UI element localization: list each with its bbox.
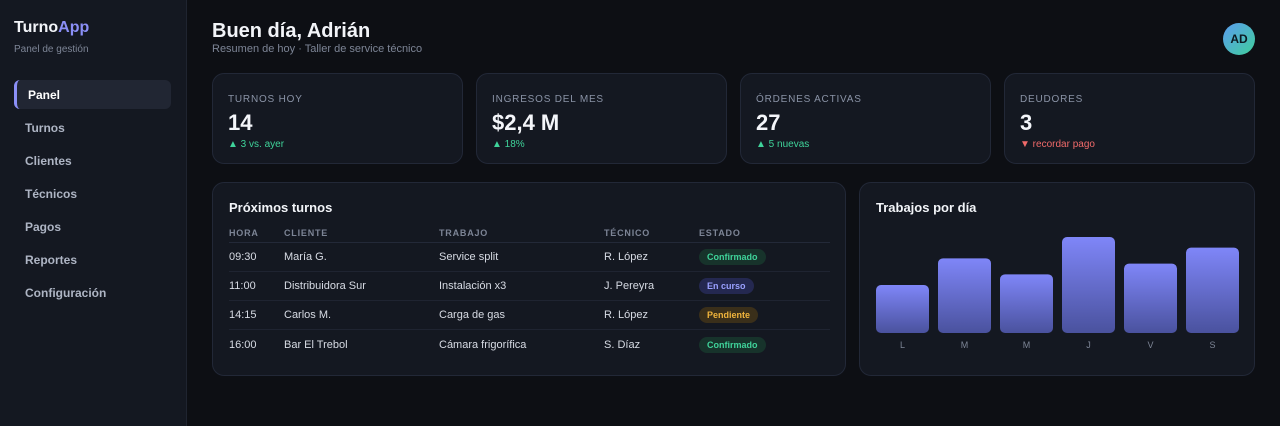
sidebar-item-tecnicos[interactable]: Técnicos xyxy=(14,179,171,208)
chart-bar[interactable] xyxy=(938,258,991,333)
cell-cliente: Carlos M. xyxy=(284,309,332,321)
column-header-cliente: CLIENTE xyxy=(284,227,329,238)
kpi-value: 27 xyxy=(756,110,781,135)
cell-tecnico: R. López xyxy=(604,251,649,263)
table-row[interactable]: 16:00 Bar El Trebol Cámara frigorífica S… xyxy=(229,330,830,359)
cell-hora: 16:00 xyxy=(229,338,257,351)
page-subtitle: Resumen de hoy · Taller de service técni… xyxy=(212,43,423,55)
appointments-table: HORA CLIENTE TRABAJO TÉCNICO ESTADO 09:3… xyxy=(229,223,830,359)
sidebar-item-label: Configuración xyxy=(25,285,107,300)
cell-tecnico: J. Pereyra xyxy=(604,280,655,292)
column-header-trabajo: TRABAJO xyxy=(439,227,489,238)
chart-bars xyxy=(876,237,1239,333)
table-row[interactable]: 11:00 Distribuidora Sur Instalación x3 J… xyxy=(229,272,830,301)
kpi-delta: ▲ 5 nuevas xyxy=(756,139,810,150)
app-logo[interactable]: TurnoApp xyxy=(14,19,89,37)
kpi-value: 3 xyxy=(1020,110,1033,135)
cell-trabajo: Carga de gas xyxy=(439,309,506,321)
sidebar-item-panel[interactable]: Panel xyxy=(14,80,171,109)
kpi-label: INGRESOS DEL MES xyxy=(492,94,604,105)
cell-tecnico: R. López xyxy=(604,309,649,321)
sidebar: TurnoApp Panel de gestión Panel Turnos C… xyxy=(0,0,187,426)
kpi-value: $2,4 M xyxy=(492,110,560,135)
sidebar-item-turnos[interactable]: Turnos xyxy=(14,113,171,142)
sidebar-item-label: Turnos xyxy=(25,120,65,135)
brand-name-accent: App xyxy=(58,19,90,36)
chart-x-tick-label: M xyxy=(1023,340,1031,350)
jobs-chart-panel: Trabajos por día L M M J V S xyxy=(859,182,1255,376)
table-row[interactable]: 14:15 Carlos M. Carga de gas R. López Pe… xyxy=(229,301,830,330)
kpi-delta: ▲ 3 vs. ayer xyxy=(228,139,285,150)
status-badge: En curso xyxy=(699,278,754,294)
cell-cliente: María G. xyxy=(284,251,327,263)
avatar[interactable]: AD xyxy=(1223,23,1255,55)
kpi-card-ordenes: ÓRDENES ACTIVAS 27 ▲ 5 nuevas xyxy=(740,73,991,164)
cell-hora: 09:30 xyxy=(229,251,257,263)
column-header-tecnico: TÉCNICO xyxy=(604,227,651,238)
cell-trabajo: Service split xyxy=(439,251,499,263)
chart-bar[interactable] xyxy=(1124,263,1177,333)
appointments-panel: Próximos turnos HORA CLIENTE TRABAJO TÉC… xyxy=(212,182,846,376)
sidebar-item-label: Panel xyxy=(28,87,61,102)
kpi-label: ÓRDENES ACTIVAS xyxy=(756,94,862,105)
kpi-label: TURNOS HOY xyxy=(228,94,303,105)
cell-estado: Confirmado xyxy=(699,249,830,265)
sidebar-item-label: Técnicos xyxy=(25,186,78,201)
cell-trabajo: Cámara frigorífica xyxy=(439,338,527,351)
sidebar-item-reportes[interactable]: Reportes xyxy=(14,245,171,274)
kpi-delta: ▲ 18% xyxy=(492,139,525,150)
chart-bar[interactable] xyxy=(1062,237,1115,333)
chart-x-tick-label: V xyxy=(1147,340,1153,350)
sidebar-item-label: Reportes xyxy=(25,252,78,267)
kpi-card-ingresos: INGRESOS DEL MES $2,4 M ▲ 18% xyxy=(476,73,727,164)
status-badge: Confirmado xyxy=(699,249,766,265)
chart-bar[interactable] xyxy=(1186,247,1239,333)
column-header-estado: ESTADO xyxy=(699,227,741,238)
status-badge: Pendiente xyxy=(699,307,759,323)
cell-trabajo: Instalación x3 xyxy=(439,280,507,292)
chart-title: Trabajos por día xyxy=(876,200,977,215)
chart-x-tick-label: J xyxy=(1086,340,1091,350)
cell-cliente: Distribuidora Sur xyxy=(284,280,366,292)
cell-tecnico: S. Díaz xyxy=(604,338,641,351)
cell-estado: Confirmado xyxy=(699,336,830,353)
kpi-card-deudores: DEUDORES 3 ▼ recordar pago xyxy=(1004,73,1255,164)
chart-x-tick-label: S xyxy=(1209,340,1215,350)
cell-hora: 14:15 xyxy=(229,309,257,321)
column-header-hora: HORA xyxy=(229,227,259,238)
sidebar-item-configuracion[interactable]: Configuración xyxy=(14,278,171,307)
table-header: HORA CLIENTE TRABAJO TÉCNICO ESTADO xyxy=(229,223,830,243)
chart-x-tick-label: L xyxy=(900,340,905,350)
chart-bar[interactable] xyxy=(876,285,929,333)
kpi-delta: ▼ recordar pago xyxy=(1020,139,1095,150)
cell-estado: En curso xyxy=(699,278,830,294)
brand-name: Turno xyxy=(14,19,59,36)
sidebar-nav: Panel Turnos Clientes Técnicos Pagos Rep… xyxy=(14,80,171,311)
chart-x-tick-label: M xyxy=(961,340,969,350)
sidebar-item-label: Clientes xyxy=(25,153,72,168)
sidebar-item-clientes[interactable]: Clientes xyxy=(14,146,171,175)
table-row[interactable]: 09:30 María G. Service split R. López Co… xyxy=(229,243,830,272)
appointments-title: Próximos turnos xyxy=(229,200,333,215)
kpi-value: 14 xyxy=(228,110,253,135)
kpi-label: DEUDORES xyxy=(1020,94,1084,105)
sidebar-item-pagos[interactable]: Pagos xyxy=(14,212,171,241)
chart-bar[interactable] xyxy=(1000,274,1053,333)
status-badge: Confirmado xyxy=(699,336,766,353)
sidebar-item-label: Pagos xyxy=(25,219,62,234)
kpi-card-turnos: TURNOS HOY 14 ▲ 3 vs. ayer xyxy=(212,73,463,164)
cell-hora: 11:00 xyxy=(229,280,256,292)
cell-estado: Pendiente xyxy=(699,307,830,323)
brand-subtitle: Panel de gestión xyxy=(14,44,89,55)
cell-cliente: Bar El Trebol xyxy=(284,338,348,351)
page-title: Buen día, Adrián xyxy=(212,20,371,42)
